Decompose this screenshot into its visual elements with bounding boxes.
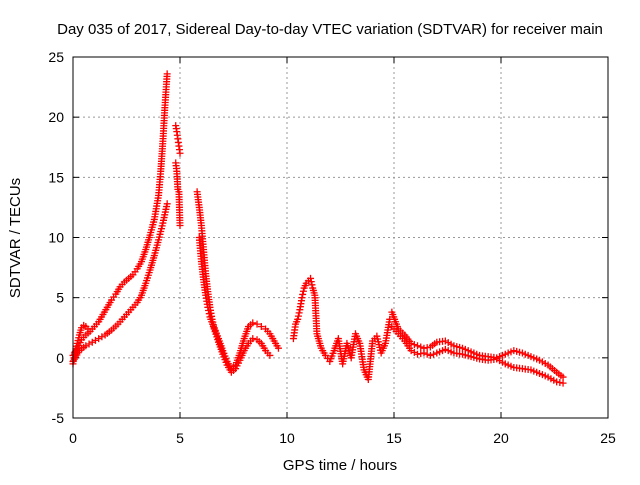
data-point bbox=[176, 149, 184, 157]
data-point bbox=[307, 274, 315, 282]
x-axis-label: GPS time / hours bbox=[283, 457, 397, 474]
data-point bbox=[257, 323, 265, 331]
data-point bbox=[176, 221, 184, 229]
data-point-fill bbox=[423, 350, 431, 358]
y-tick-label: -5 bbox=[52, 410, 65, 426]
data-point-fill bbox=[299, 290, 307, 298]
data-point-fill bbox=[417, 343, 425, 351]
data-point bbox=[274, 344, 282, 352]
y-tick-label: 0 bbox=[56, 350, 64, 366]
points-layer bbox=[69, 70, 567, 387]
data-point-fill bbox=[205, 307, 213, 315]
data-point bbox=[559, 379, 567, 387]
data-point bbox=[420, 349, 428, 357]
data-point bbox=[414, 342, 422, 350]
data-point bbox=[253, 320, 261, 328]
data-point bbox=[294, 315, 302, 323]
y-axis-label: SDTVAR / TECUs bbox=[7, 178, 24, 298]
data-point-fill bbox=[307, 278, 315, 286]
series-peak_five bbox=[172, 122, 184, 157]
x-tick-label: 5 bbox=[176, 430, 184, 446]
data-point-fill bbox=[430, 350, 438, 358]
data-point bbox=[298, 294, 306, 302]
series-peak_five_low bbox=[172, 159, 184, 229]
x-tick-label: 25 bbox=[600, 430, 616, 446]
data-point-fill bbox=[205, 310, 213, 318]
x-tick-label: 15 bbox=[386, 430, 402, 446]
data-point bbox=[426, 351, 434, 359]
y-tick-label: 10 bbox=[48, 230, 64, 246]
series-late_tail_upper bbox=[388, 308, 567, 381]
series-upper_track bbox=[69, 70, 171, 359]
y-tick-label: 5 bbox=[56, 290, 64, 306]
data-point-fill bbox=[294, 312, 302, 320]
data-point bbox=[266, 351, 274, 359]
x-tick-label: 10 bbox=[279, 430, 295, 446]
data-point-fill bbox=[308, 281, 316, 289]
y-tick-label: 25 bbox=[48, 49, 64, 65]
data-point bbox=[84, 325, 92, 333]
data-point bbox=[249, 319, 257, 327]
series-decay_six_low bbox=[195, 234, 274, 376]
x-tick-label: 20 bbox=[493, 430, 509, 446]
data-point bbox=[249, 335, 257, 343]
series-late_tail_lower bbox=[388, 323, 567, 387]
data-point-fill bbox=[410, 341, 418, 349]
data-point bbox=[204, 303, 212, 311]
data-point bbox=[163, 70, 171, 78]
y-tick-label: 20 bbox=[48, 109, 64, 125]
y-tick-label: 15 bbox=[48, 169, 64, 185]
series-mid_jumps bbox=[289, 274, 394, 383]
x-tick-label: 0 bbox=[69, 430, 77, 446]
data-point-fill bbox=[295, 309, 303, 317]
grid-layer bbox=[73, 57, 608, 418]
data-point bbox=[559, 373, 567, 381]
plot-frame bbox=[72, 56, 609, 419]
data-point bbox=[163, 200, 171, 208]
chart-title: Day 035 of 2017, Sidereal Day-to-day VTE… bbox=[57, 21, 603, 38]
series-lower_track bbox=[69, 200, 171, 365]
data-point-fill bbox=[299, 287, 307, 295]
